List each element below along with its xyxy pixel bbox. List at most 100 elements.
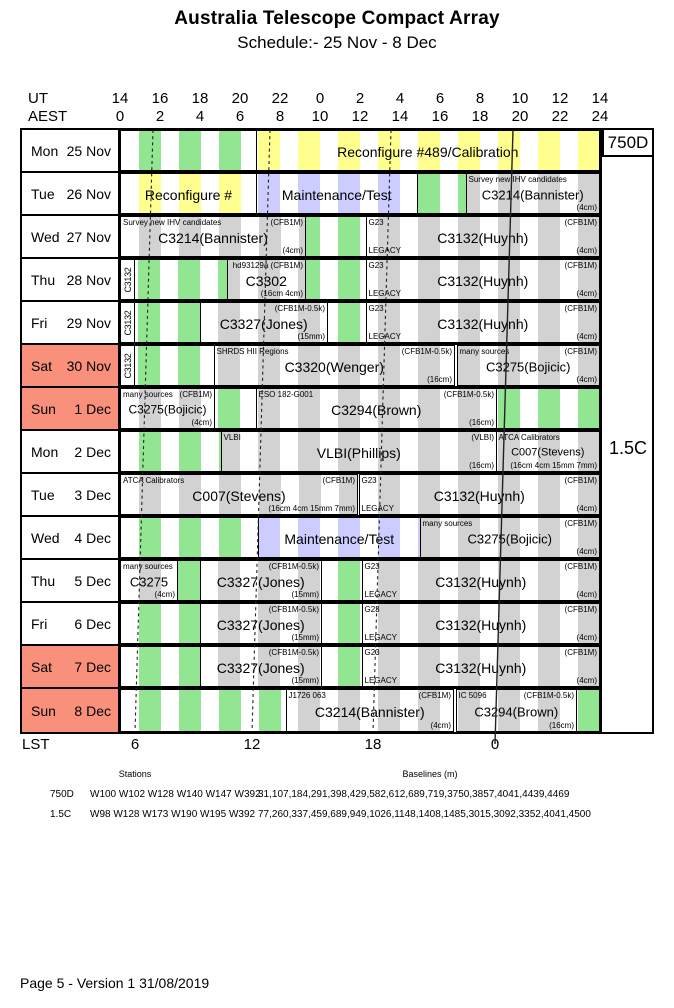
schedule-row: Sun 1 Dec C3275(Bojicic) many sources (CFB1M… [22, 388, 602, 431]
schedule-block [133, 259, 228, 300]
block-main-label: VLBI(Phillips) [316, 444, 401, 461]
block-annotation-bottom-left: LEGACY [361, 504, 394, 513]
block-annotation-top-right: (CFB1M) [564, 519, 597, 528]
schedule-row: Mon 25 Nov Reconfigure #489/Calibration [22, 130, 602, 173]
date-value: 26 Nov [66, 185, 111, 202]
block-main-label: Maintenance/Test [281, 186, 392, 203]
schedule-row: Tue 26 Nov Reconfigure # Maintenance/Test C3… [22, 173, 602, 216]
block-main-label: C3132(Huynh) [433, 487, 525, 504]
block-annotation-bottom-right: (4cm) [576, 375, 597, 384]
block-annotation-top-right: (CFB1M) [564, 218, 597, 227]
schedule-block [416, 173, 467, 214]
date-cell: Sun 1 Dec [22, 388, 120, 429]
schedule-block [326, 302, 367, 343]
aest-tick: 16 [431, 108, 449, 125]
block-annotation-top-left: ATCA Calibrators [123, 476, 185, 485]
rotated-project-label: C3132 [122, 309, 133, 336]
ut-tick: 2 [355, 90, 365, 107]
block-annotation-top-right: (CFB1M) [564, 562, 597, 571]
schedule-block [120, 130, 257, 171]
config-label-1-5c: 1.5C [608, 438, 648, 458]
ut-tick: 18 [191, 90, 209, 107]
block-annotation-top-right: (CFB1M-0.5k) [268, 605, 319, 614]
block-annotation-bottom-right: (16cm 4cm 15mm 7mm) [268, 504, 355, 513]
schedule-block [304, 216, 367, 257]
schedule-block: C007(Stevens) ATCA Calibrators (16cm 4cm 1… [495, 431, 600, 472]
block-annotation-top-left: J1726 063 [288, 691, 326, 700]
stations-list-750d: W100 W102 W128 W140 W147 W392 [90, 789, 261, 800]
schedule-block: C3302 hd93129a (CFB1M) (16cm 4cm) [226, 259, 306, 300]
date-cell: Sun 8 Dec [22, 689, 120, 732]
block-annotation-top-right: (CFB1M) [564, 648, 597, 657]
schedule-block: C3132(Huynh) G23 (CFB1M) LEGACY (4cm) [365, 259, 600, 300]
schedule-block: C3214(Bannister) Survey new IHV candidate… [120, 216, 306, 257]
date-dow: Wed [31, 529, 60, 546]
date-value: 28 Nov [66, 271, 111, 288]
aest-tick: 24 [591, 108, 609, 125]
block-main-label: C3214(Bannister) [158, 229, 268, 246]
date-dow: Sun [31, 400, 56, 417]
date-dow: Tue [31, 185, 55, 202]
block-main-label: C3294(Brown) [474, 703, 559, 719]
block-annotation-top-right: (CFB1M-0.5k) [268, 562, 319, 571]
block-annotation-bottom-right: (16cm) [427, 375, 452, 384]
block-annotation-top-right: (CFB1M) [564, 605, 597, 614]
date-dow: Wed [31, 228, 60, 245]
aest-tick: 14 [391, 108, 409, 125]
date-dow: Tue [31, 486, 55, 503]
block-annotation-bottom-right: (16cm) [469, 418, 494, 427]
schedule-block [575, 689, 600, 732]
schedule-block: C3275 many sources (4cm) [120, 560, 178, 601]
block-annotation-bottom-right: (4cm) [576, 289, 597, 298]
ut-tick: 20 [231, 90, 249, 107]
block-main-label: C3132(Huynh) [437, 229, 529, 246]
block-main-label: C3327(Jones) [216, 616, 305, 633]
block-annotation-top-left: G23 [361, 476, 377, 485]
block-main-label: C3132(Huynh) [435, 573, 527, 590]
block-annotation-bottom-right: (4cm) [576, 590, 597, 599]
schedule-block [320, 560, 363, 601]
date-value: 5 Dec [74, 572, 111, 589]
block-annotation-top-left: G23 [364, 648, 380, 657]
page-title: Australia Telescope Compact Array [174, 8, 500, 29]
block-main-label: C3275(Bojicic) [467, 530, 553, 546]
lst-tick: 18 [364, 736, 382, 753]
date-dow: Fri [31, 615, 48, 632]
block-main-label: C3320(Wenger) [284, 358, 384, 375]
date-dow: Sun [31, 702, 56, 719]
ut-tick: 22 [271, 90, 289, 107]
block-annotation-top-left: Survey new IHV candidates [468, 175, 567, 184]
schedule-block: C3132(Huynh) G23 (CFB1M) LEGACY (4cm) [361, 560, 600, 601]
schedule-row: Sat 7 Dec C3327(Jones) (CFB1M-0.5k) (15mm) C3… [22, 646, 602, 689]
page-subtitle: Schedule:- 25 Nov - 8 Dec [237, 33, 437, 52]
aest-tick: 6 [235, 108, 245, 125]
aest-tick: 12 [351, 108, 369, 125]
block-annotation-bottom-right: (4cm) [282, 246, 303, 255]
aest-tick-row: 0 2 4 6 8 10 12 14 16 18 20 22 24 [0, 108, 674, 125]
date-cell: Tue 3 Dec [22, 474, 120, 515]
block-annotation-top-right: (CFB1M-0.5k) [523, 691, 574, 700]
schedule-block: C3214(Bannister) Survey new IHV candidate… [465, 173, 600, 214]
block-annotation-top-left: many sources [422, 519, 473, 528]
block-main-label: C3275(Bojicic) [128, 402, 207, 417]
block-annotation-top-right: (CFB1M) [270, 218, 303, 227]
baselines-list-1-5c: 77,260,337,459,689,949,1026,1148,1408,14… [258, 809, 591, 820]
block-annotation-bottom-right: (4cm) [576, 246, 597, 255]
ut-tick-row: 14 16 18 20 22 0 2 4 6 8 10 12 14 [0, 90, 674, 107]
stations-list-1-5c: W98 W128 W173 W190 W195 W392 [90, 809, 256, 820]
ut-tick: 10 [511, 90, 529, 107]
block-annotation-top-left: G23 [364, 562, 380, 571]
block-annotation-top-right: (CFB1M-0.5k) [443, 390, 494, 399]
block-main-label: C3302 [245, 272, 287, 289]
date-dow: Mon [31, 142, 59, 159]
date-cell: Mon 25 Nov [22, 130, 120, 171]
aest-tick: 18 [471, 108, 489, 125]
date-value: 30 Nov [66, 357, 111, 374]
date-value: 27 Nov [66, 228, 111, 245]
schedule-row: Mon 2 Dec VLBI(Phillips) VLBI (VLBI) (16cm) C0… [22, 431, 602, 474]
block-main-label: C3294(Brown) [331, 401, 422, 418]
block-annotation-top-left: many sources [459, 347, 510, 356]
block-annotation-top-left: G23 [364, 605, 380, 614]
schedule-block: C3327(Jones) (CFB1M-0.5k) (15mm) [199, 560, 322, 601]
